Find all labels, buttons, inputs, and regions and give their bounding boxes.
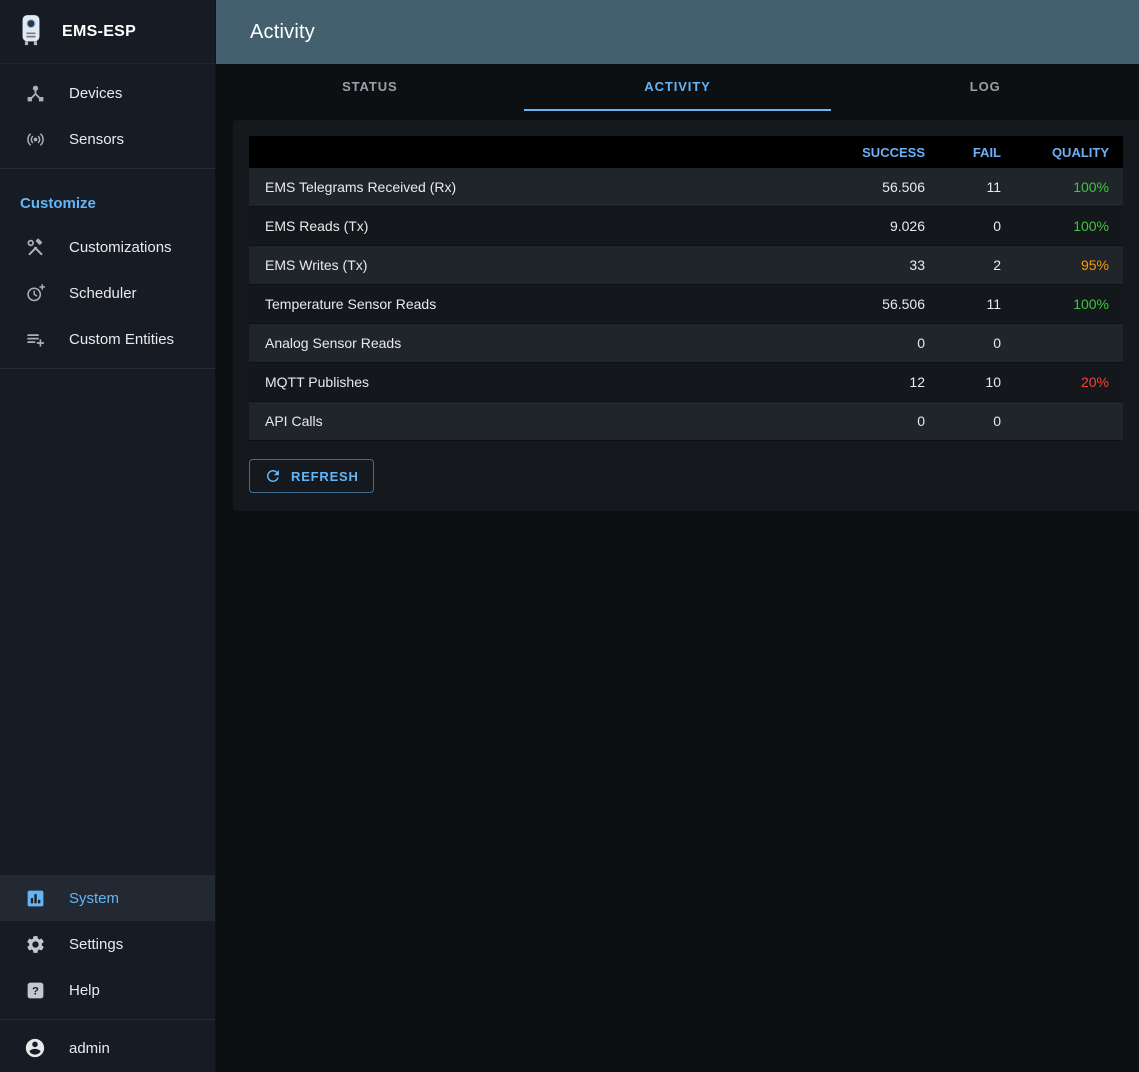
sidebar-item-sensors[interactable]: Sensors bbox=[0, 116, 215, 162]
sidebar-item-scheduler[interactable]: Scheduler bbox=[0, 270, 215, 316]
sidebar-item-label: Help bbox=[69, 981, 100, 999]
tab-log[interactable]: LOG bbox=[969, 79, 1001, 94]
table-row: EMS Reads (Tx) 9.026 0 100% bbox=[249, 207, 1123, 246]
divider bbox=[0, 168, 215, 169]
sidebar-item-custom-entities[interactable]: Custom Entities bbox=[0, 316, 215, 362]
tools-icon bbox=[24, 236, 46, 258]
table-header-row: SUCCESS FAIL QUALITY bbox=[249, 136, 1123, 168]
success-value: 0 bbox=[917, 335, 925, 351]
quality-value: 100% bbox=[1073, 296, 1109, 312]
app-title: EMS-ESP bbox=[62, 22, 137, 40]
playlist-add-icon bbox=[24, 328, 46, 350]
sidebar-item-label: Custom Entities bbox=[69, 330, 175, 348]
header-quality: QUALITY bbox=[1051, 144, 1109, 160]
username-label: admin bbox=[69, 1039, 110, 1057]
header-fail: FAIL bbox=[972, 144, 1001, 160]
fail-value: 2 bbox=[993, 257, 1001, 273]
scheduler-clock-icon bbox=[24, 282, 46, 304]
success-value: 33 bbox=[909, 257, 925, 273]
divider bbox=[0, 1019, 215, 1020]
table-row: Analog Sensor Reads 0 0 bbox=[249, 324, 1123, 363]
sidebar-item-user[interactable]: admin bbox=[0, 1026, 215, 1072]
fail-value: 0 bbox=[993, 218, 1001, 234]
tab-activity[interactable]: ACTIVITY bbox=[523, 64, 832, 111]
table-row: Temperature Sensor Reads 56.506 11 100% bbox=[249, 285, 1123, 324]
system-chart-icon bbox=[24, 887, 46, 909]
refresh-icon bbox=[264, 467, 282, 485]
table-row: API Calls 0 0 bbox=[249, 402, 1123, 441]
refresh-button[interactable]: REFRESH bbox=[249, 459, 374, 493]
fail-value: 0 bbox=[993, 335, 1001, 351]
row-label: EMS Reads (Tx) bbox=[265, 218, 369, 234]
success-value: 56.506 bbox=[882, 179, 925, 195]
row-label: Analog Sensor Reads bbox=[265, 335, 402, 351]
sidebar-item-help[interactable]: ? Help bbox=[0, 967, 215, 1013]
sidebar-item-label: Sensors bbox=[69, 130, 125, 148]
table-row: EMS Writes (Tx) 33 2 95% bbox=[249, 246, 1123, 285]
fail-value: 0 bbox=[993, 413, 1001, 429]
sensors-icon bbox=[24, 128, 46, 150]
tab-status[interactable]: STATUS bbox=[342, 79, 398, 94]
page-title: Activity bbox=[250, 20, 315, 43]
help-icon: ? bbox=[24, 979, 46, 1001]
fail-value: 11 bbox=[986, 179, 1001, 195]
tab-bar: STATUS ACTIVITY LOG bbox=[216, 64, 1139, 111]
fail-value: 11 bbox=[986, 296, 1001, 312]
main-content: Activity STATUS ACTIVITY LOG SUCCESS FAI… bbox=[216, 0, 1139, 1072]
appbar: Activity bbox=[216, 0, 1139, 64]
table-row: EMS Telegrams Received (Rx) 56.506 11 10… bbox=[249, 168, 1123, 207]
ems-esp-logo-icon bbox=[14, 12, 48, 52]
device-hub-icon bbox=[24, 82, 46, 104]
table-body: EMS Telegrams Received (Rx) 56.506 11 10… bbox=[249, 168, 1123, 441]
sidebar-nav: Devices Sensors bbox=[0, 64, 215, 1072]
row-label: MQTT Publishes bbox=[265, 374, 369, 390]
row-label: API Calls bbox=[265, 413, 323, 429]
svg-text:?: ? bbox=[32, 985, 39, 997]
row-label: EMS Writes (Tx) bbox=[265, 257, 368, 273]
quality-value: 95% bbox=[1080, 257, 1109, 273]
row-label: Temperature Sensor Reads bbox=[265, 296, 437, 312]
divider bbox=[0, 368, 215, 369]
header-success: SUCCESS bbox=[862, 144, 925, 160]
sidebar: EMS-ESP Devices bbox=[0, 0, 216, 1072]
activity-card: SUCCESS FAIL QUALITY EMS Telegrams Recei… bbox=[233, 120, 1139, 511]
success-value: 12 bbox=[909, 374, 925, 390]
sidebar-item-system[interactable]: System bbox=[0, 875, 215, 921]
account-circle-icon bbox=[24, 1037, 46, 1059]
sidebar-bottom-group: System Settings ? bbox=[0, 875, 215, 1072]
sidebar-item-label: Customizations bbox=[69, 238, 172, 256]
app-logo-row: EMS-ESP bbox=[0, 0, 215, 64]
sidebar-item-customizations[interactable]: Customizations bbox=[0, 224, 215, 270]
sidebar-item-label: Scheduler bbox=[69, 284, 137, 302]
sidebar-item-settings[interactable]: Settings bbox=[0, 921, 215, 967]
activity-table: SUCCESS FAIL QUALITY EMS Telegrams Recei… bbox=[249, 136, 1123, 441]
refresh-button-label: REFRESH bbox=[291, 468, 359, 484]
quality-value: 100% bbox=[1073, 179, 1109, 195]
table-row: MQTT Publishes 12 10 20% bbox=[249, 363, 1123, 402]
success-value: 56.506 bbox=[882, 296, 925, 312]
sidebar-item-label: System bbox=[69, 889, 120, 907]
gear-icon bbox=[24, 933, 46, 955]
sidebar-item-devices[interactable]: Devices bbox=[0, 70, 215, 116]
sidebar-item-label: Devices bbox=[69, 84, 123, 102]
quality-value: 20% bbox=[1080, 374, 1109, 390]
row-label: EMS Telegrams Received (Rx) bbox=[265, 179, 457, 195]
customize-section-header: Customize bbox=[20, 195, 96, 212]
quality-value: 100% bbox=[1073, 218, 1109, 234]
sidebar-item-label: Settings bbox=[69, 935, 124, 953]
success-value: 0 bbox=[917, 413, 925, 429]
success-value: 9.026 bbox=[889, 218, 925, 234]
fail-value: 10 bbox=[985, 374, 1001, 390]
